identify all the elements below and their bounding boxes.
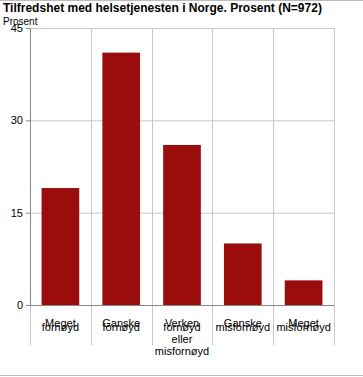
x-tick: Ganskefornøyd bbox=[102, 305, 140, 333]
separator bbox=[334, 28, 335, 345]
x-tick-label: Ganskemisfornøyd bbox=[216, 317, 270, 333]
x-tick-label-line: eller bbox=[172, 333, 193, 345]
plot: 0 15 30 45 Megetfornøyd Ganskefornøyd Verkenfo… bbox=[11, 22, 335, 357]
y-tick-mark bbox=[26, 28, 30, 29]
separator bbox=[152, 28, 153, 345]
x-axis: Megetfornøyd Ganskefornøyd Verkenfornøydel… bbox=[31, 305, 335, 357]
grid bbox=[30, 29, 334, 306]
x-tick-label: Verkenfornøydellermisfornøyd bbox=[155, 317, 209, 357]
grid-line bbox=[30, 28, 334, 29]
separator bbox=[91, 28, 92, 345]
x-tick: Megetfornøyd bbox=[42, 305, 79, 333]
y-axis-line bbox=[26, 29, 31, 306]
y-tick-mark bbox=[26, 120, 30, 121]
x-tick: Verkenfornøydellermisfornøyd bbox=[155, 305, 209, 357]
y-tick: 15 bbox=[11, 207, 30, 219]
y-axis: 0 15 30 45 bbox=[11, 22, 31, 311]
x-tick-label-line: misfornøyd bbox=[216, 321, 270, 333]
separator bbox=[212, 28, 213, 345]
separator bbox=[273, 28, 274, 345]
title: Tilfredshet med helsetjenesten i Norge. … bbox=[3, 1, 322, 15]
grid-line bbox=[30, 305, 334, 306]
bar bbox=[102, 53, 140, 305]
bar bbox=[285, 280, 323, 305]
x-tick: Megetmisfornøyd bbox=[276, 305, 330, 333]
x-tick-label: Megetmisfornøyd bbox=[276, 317, 330, 333]
y-tick-mark bbox=[26, 213, 30, 214]
y-tick: 30 bbox=[11, 114, 30, 126]
x-tick-label-line: fornøyd bbox=[42, 321, 79, 333]
x-tick-label-line: fornøyd bbox=[163, 321, 200, 333]
x-tick-label: Ganskefornøyd bbox=[102, 317, 140, 333]
bars bbox=[42, 53, 323, 305]
x-tick: Ganskemisfornøyd bbox=[216, 305, 270, 333]
y-tick-mark bbox=[26, 305, 30, 306]
frame-line bbox=[0, 375, 363, 376]
bar bbox=[42, 188, 80, 305]
x-tick-label: Megetfornøyd bbox=[42, 317, 79, 333]
grid-line bbox=[30, 120, 334, 121]
bar bbox=[224, 243, 262, 305]
y-tick-label: 0 bbox=[17, 299, 23, 311]
y-tick: 0 bbox=[17, 299, 30, 311]
x-tick-label-line: misfornøyd bbox=[155, 345, 209, 357]
y-tick: 45 bbox=[11, 22, 30, 34]
x-tick-label-line: misfornøyd bbox=[276, 321, 330, 333]
y-tick-label: 45 bbox=[11, 22, 23, 34]
x-axis-line bbox=[31, 305, 335, 306]
chart: Tilfredshet med helsetjenesten i Norge. … bbox=[0, 0, 363, 377]
y-tick-label: 15 bbox=[11, 207, 23, 219]
y-tick-label: 30 bbox=[11, 114, 23, 126]
category-separators bbox=[31, 28, 335, 345]
bar bbox=[163, 145, 201, 305]
x-tick-label-line: fornøyd bbox=[103, 321, 140, 333]
